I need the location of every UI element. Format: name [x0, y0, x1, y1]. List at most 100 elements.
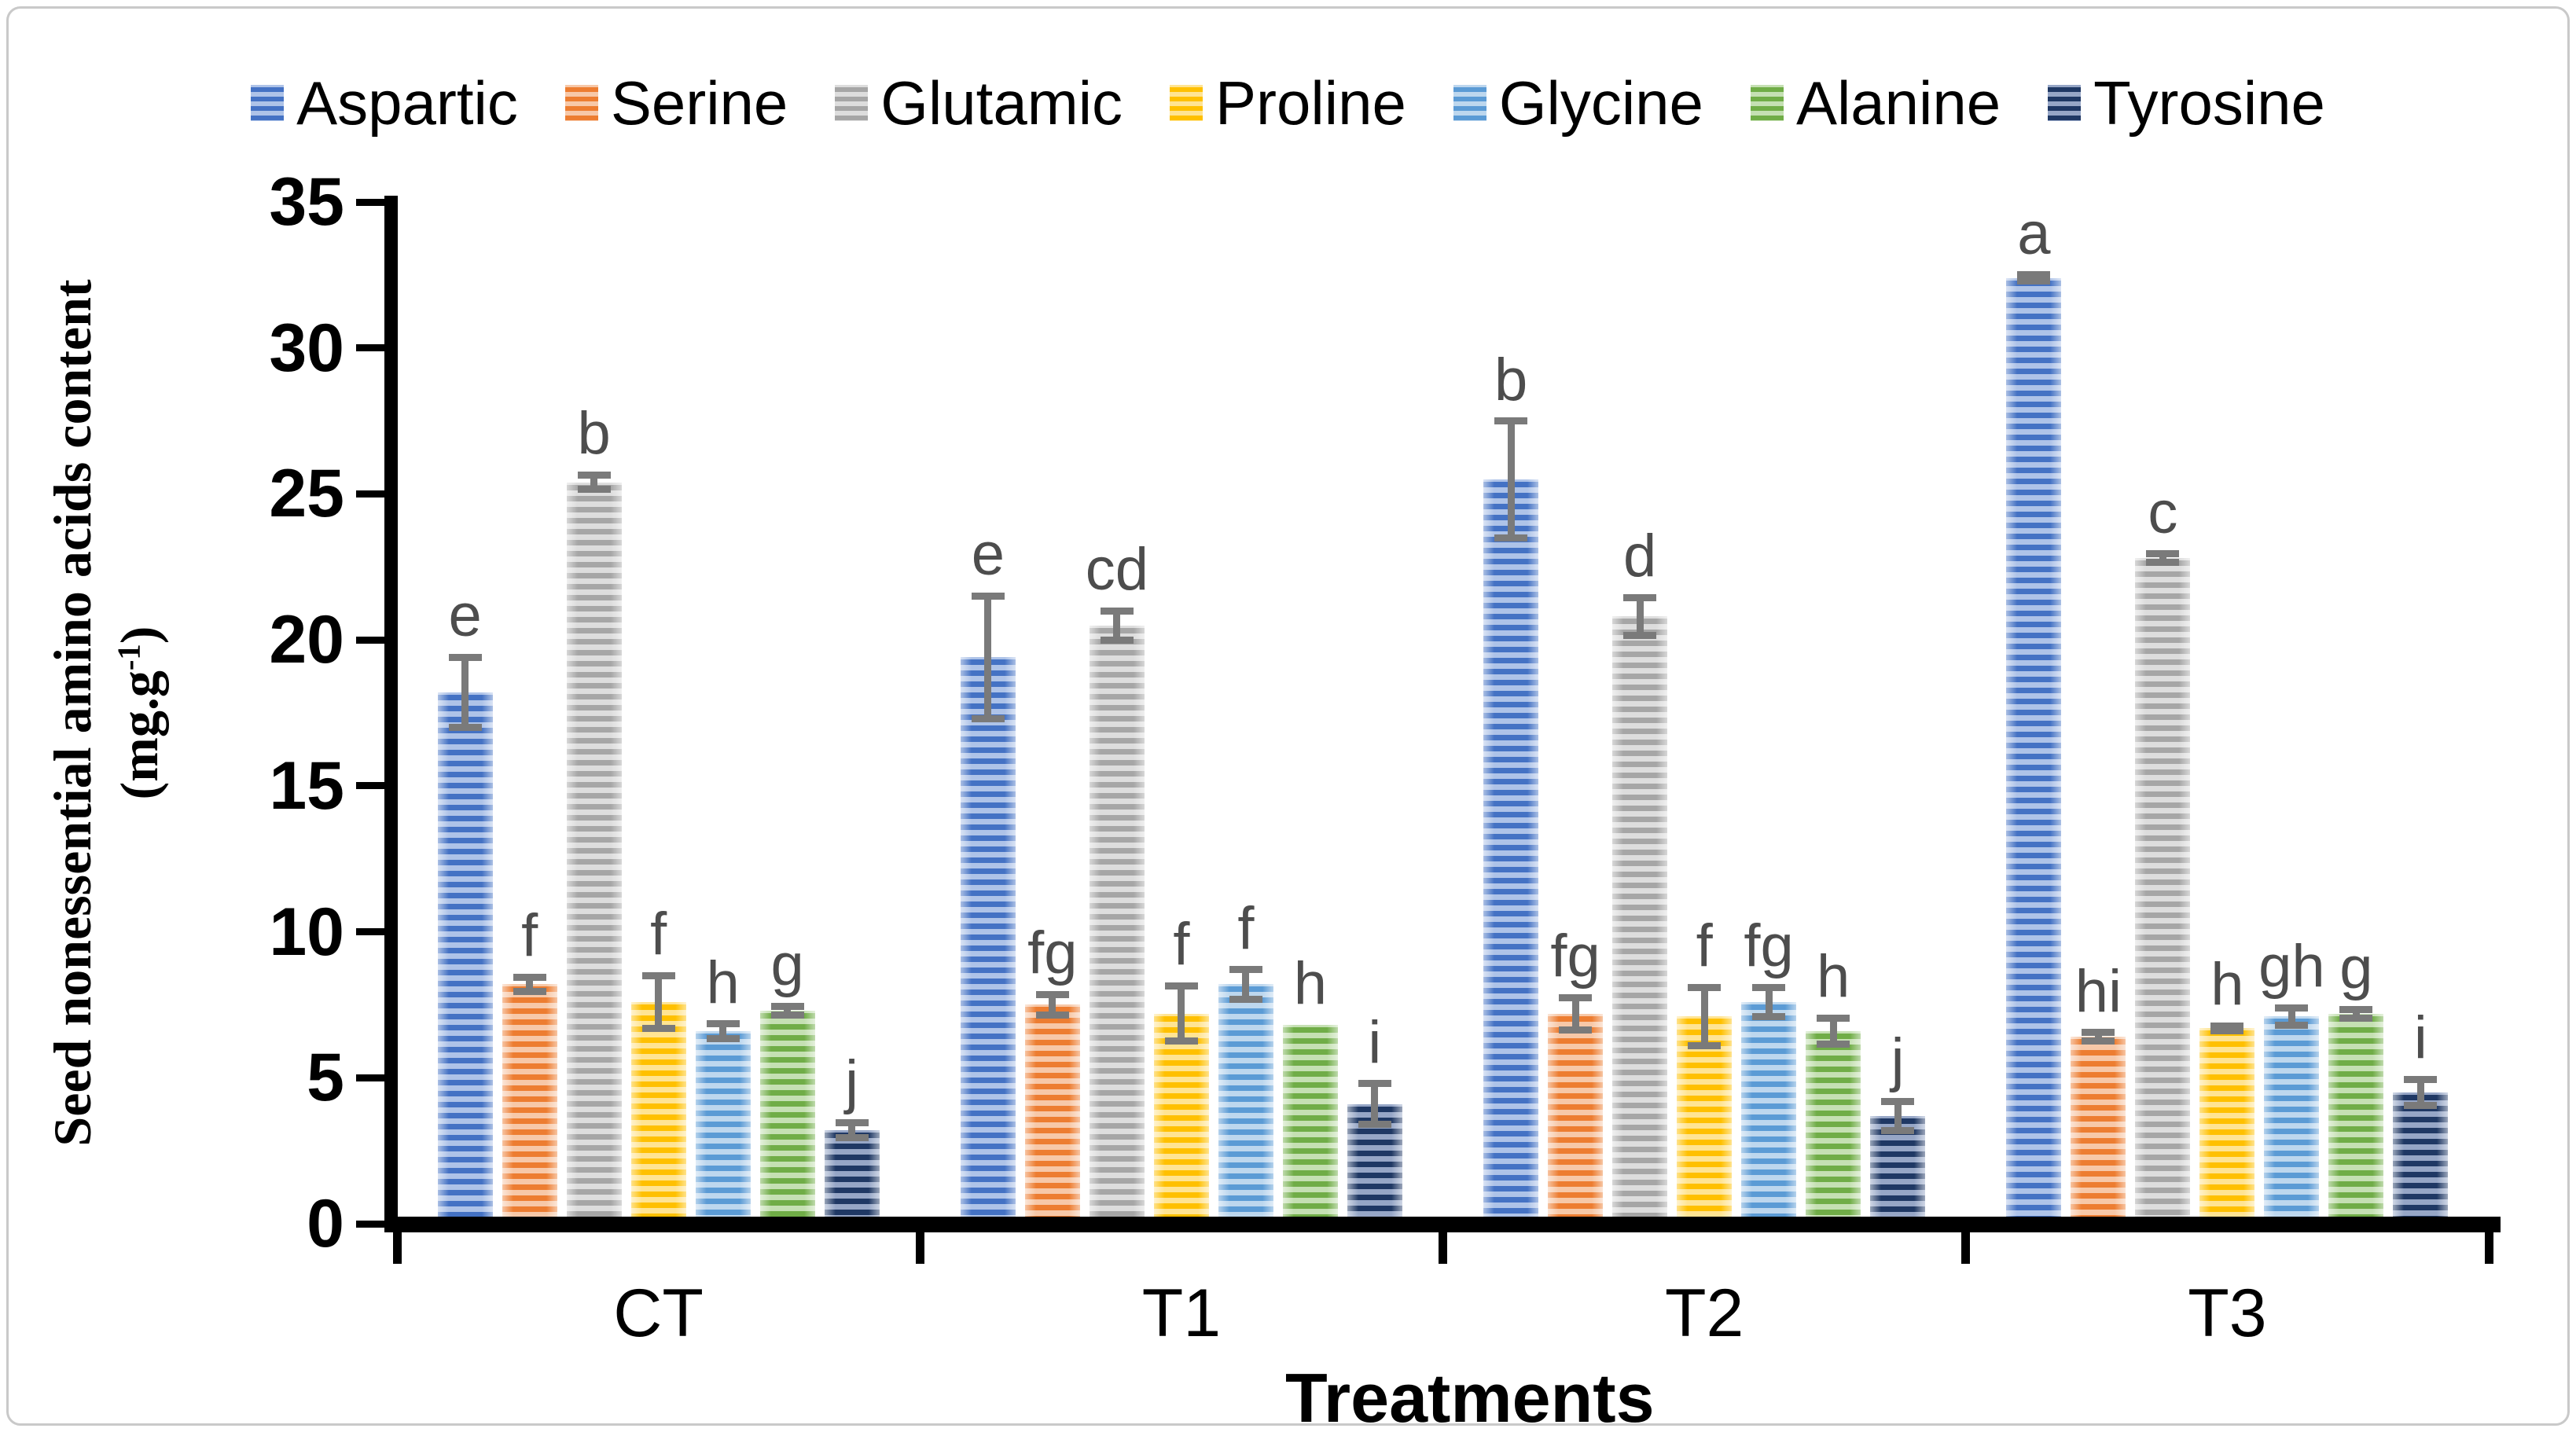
errorbar-line-aspartic-T2: [1507, 420, 1515, 538]
significance-letter-glutamic-T1: cd: [1085, 536, 1149, 603]
legend-item-glycine: Glycine: [1453, 72, 1703, 134]
bar-alanine-CT: [759, 1010, 815, 1232]
errorbar-cap-top-serine-T2: [1559, 993, 1593, 1001]
errorbar-cap-bottom-glycine-CT: [706, 1034, 740, 1042]
y-axis-tick-0: [356, 1220, 384, 1228]
legend-item-glutamic: Glutamic: [835, 72, 1123, 134]
errorbar-line-alanine-T3: [2352, 1009, 2360, 1019]
errorbar-cap-top-serine-T1: [1035, 990, 1069, 998]
x-axis-tick-3: [1961, 1232, 1971, 1264]
significance-letter-proline-T1: f: [1173, 911, 1190, 979]
legend-item-tyrosine: Tyrosine: [2048, 72, 2325, 134]
significance-letter-aspartic-T2: b: [1494, 346, 1528, 413]
significance-letter-serine-T2: fg: [1550, 923, 1600, 990]
legend-label-proline: Proline: [1215, 68, 1406, 138]
bar-serine-T1: [1024, 1004, 1080, 1232]
x-axis-title: Treatments: [1285, 1359, 1655, 1432]
errorbar-cap-bottom-glutamic-T1: [1100, 636, 1134, 644]
y-unit-superscript: -1: [111, 644, 147, 671]
bar-alanine-T3: [2328, 1013, 2384, 1232]
errorbar-cap-bottom-aspartic-T1: [971, 714, 1005, 722]
errorbar-cap-bottom-proline-T1: [1164, 1037, 1198, 1045]
errorbar-cap-top-glutamic-T1: [1100, 607, 1134, 615]
errorbar-cap-top-aspartic-T1: [971, 592, 1005, 600]
y-axis-tick-20: [356, 636, 384, 644]
significance-letter-serine-T3: hi: [2074, 957, 2122, 1025]
bar-alanine-T2: [1806, 1030, 1861, 1232]
significance-letter-proline-T3: h: [2210, 951, 2244, 1019]
category-label-T3: T3: [2188, 1276, 2267, 1351]
errorbar-cap-bottom-glycine-T3: [2275, 1021, 2309, 1029]
legend-swatch-icon-glycine: [1453, 85, 1486, 121]
errorbar-cap-top-glycine-T2: [1752, 983, 1786, 991]
errorbar-cap-top-alanine-CT: [770, 1002, 804, 1010]
errorbar-cap-bottom-proline-T2: [1688, 1041, 1722, 1049]
x-axis-tick-4: [2484, 1232, 2493, 1264]
errorbar-cap-bottom-tyrosine-CT: [835, 1133, 869, 1141]
chart-legend: Aspartic Serine Glutamic Proline Glycine Alan…: [0, 72, 2576, 134]
significance-letter-tyrosine-CT: j: [845, 1048, 859, 1115]
y-axis-tick-label-15: 15: [269, 747, 344, 824]
y-axis-tick-5: [356, 1074, 384, 1081]
bar-glycine-T3: [2264, 1016, 2320, 1232]
bar-proline-T2: [1677, 1016, 1733, 1232]
errorbar-line-alanine-CT: [784, 1006, 792, 1015]
errorbar-cap-bottom-serine-T1: [1035, 1011, 1069, 1019]
y-axis-tick-15: [356, 782, 384, 790]
errorbar-line-serine-T1: [1049, 994, 1056, 1015]
errorbar-cap-top-glutamic-CT: [577, 471, 611, 479]
bar-glycine-CT: [695, 1030, 751, 1232]
legend-label-serine: Serine: [610, 68, 788, 138]
category-label-CT: CT: [613, 1276, 704, 1351]
category-label-T1: T1: [1141, 1276, 1222, 1351]
y-axis-title: Seed nonessential amino acids content (m…: [20, 202, 193, 1224]
y-axis-tick-25: [356, 490, 384, 498]
bar-proline-T3: [2199, 1028, 2255, 1232]
y-axis-tick-30: [356, 344, 384, 352]
significance-letter-glycine-T3: gh: [2258, 933, 2325, 1001]
errorbar-cap-bottom-glutamic-CT: [577, 486, 611, 494]
bar-tyrosine-CT: [824, 1130, 880, 1232]
errorbar-line-glycine-CT: [719, 1023, 727, 1039]
y-axis-tick-label-5: 5: [307, 1040, 344, 1116]
errorbar-cap-top-proline-T2: [1688, 983, 1722, 991]
errorbar-cap-top-alanine-T3: [2339, 1005, 2373, 1013]
legend-swatch-icon-tyrosine: [2048, 85, 2082, 121]
legend-item-aspartic: Aspartic: [251, 72, 518, 134]
errorbar-cap-bottom-alanine-CT: [770, 1011, 804, 1019]
errorbar-cap-top-aspartic-CT: [448, 653, 482, 661]
errorbar-line-glutamic-CT: [590, 475, 598, 490]
category-label-T2: T2: [1664, 1276, 1744, 1351]
errorbar-cap-bottom-glycine-T1: [1229, 995, 1262, 1003]
errorbar-line-aspartic-CT: [461, 657, 469, 728]
significance-letter-alanine-T1: h: [1293, 950, 1328, 1018]
legend-item-alanine: Alanine: [1750, 72, 2001, 134]
errorbar-cap-top-proline-T1: [1164, 982, 1198, 990]
errorbar-line-glutamic-T2: [1636, 597, 1644, 636]
errorbar-cap-bottom-aspartic-CT: [448, 724, 482, 732]
y-unit-post: ): [109, 626, 169, 644]
significance-letter-glycine-T1: f: [1237, 894, 1255, 962]
x-axis-tick-2: [1439, 1232, 1447, 1264]
x-axis-line: [384, 1217, 2501, 1232]
bar-aspartic-T3: [2006, 277, 2062, 1232]
errorbar-line-proline-T2: [1700, 987, 1708, 1046]
errorbar-cap-top-proline-CT: [641, 971, 675, 979]
bar-proline-CT: [630, 1001, 686, 1232]
errorbar-line-tyrosine-T3: [2416, 1079, 2424, 1106]
legend-swatch-icon-aspartic: [251, 85, 285, 121]
errorbar-line-aspartic-T1: [984, 596, 992, 719]
errorbar-cap-top-glutamic-T2: [1623, 593, 1657, 601]
bar-proline-T1: [1153, 1013, 1209, 1232]
significance-letter-serine-T1: fg: [1027, 920, 1078, 987]
legend-swatch-icon-serine: [564, 85, 598, 121]
errorbar-cap-top-glycine-CT: [706, 1020, 740, 1028]
bar-serine-T3: [2071, 1037, 2126, 1232]
errorbar-cap-bottom-aspartic-T3: [2017, 277, 2051, 285]
bar-glycine-T1: [1218, 984, 1273, 1232]
significance-letter-aspartic-T1: e: [971, 521, 1005, 589]
significance-letter-glutamic-T2: d: [1622, 523, 1657, 590]
x-axis-tick-1: [915, 1232, 924, 1264]
errorbar-line-serine-CT: [526, 977, 534, 992]
errorbar-cap-bottom-proline-CT: [641, 1024, 675, 1032]
